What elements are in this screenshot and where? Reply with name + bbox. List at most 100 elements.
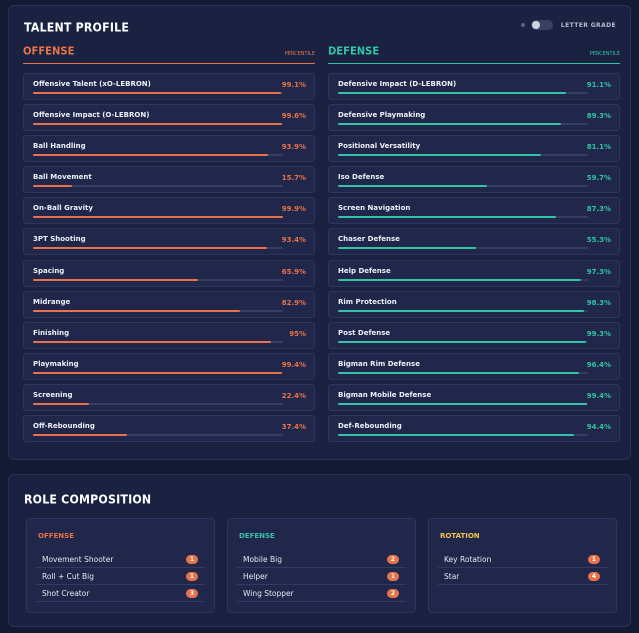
percentile-value: 87.3% [586,205,611,214]
talent-row[interactable]: Positional Versatility 81.1% [328,135,620,163]
talent-row[interactable]: Screening 22.4% [23,383,315,411]
percentile-value: 81.1% [586,143,611,152]
talent-row[interactable]: Off-Rebounding 37.4% [23,415,315,443]
percentile-value: 99.3% [586,329,611,338]
talent-label: Midrange [33,297,71,306]
talent-row[interactable]: Offensive Impact (O-LEBRON) 99.6% [23,104,315,132]
talent-row[interactable]: On-Ball Gravity 99.9% [23,197,315,225]
percentile-bar-fill [33,123,282,126]
talent-row[interactable]: Offensive Talent (xO-LEBRON) 99.1% [23,73,315,100]
percentile-value: 98.3% [586,298,611,307]
talent-row[interactable]: Rim Protection 98.3% [328,290,620,318]
talent-row[interactable]: 3PT Shooting 93.4% [23,228,315,256]
percentile-value: 95% [289,329,306,338]
role-name: Shot Creator [42,588,90,598]
talent-profile-panel: TALENT PROFILE LETTER GRADE OFFENSE PERC… [8,5,631,460]
role-item[interactable]: Key Rotation 1 [438,551,607,568]
talent-label: Offensive Talent (xO-LEBRON) [33,80,151,88]
percentile-bar-track [33,278,283,281]
talent-row[interactable]: Screen Navigation 87.3% [328,197,620,225]
percentile-value: 96.4% [586,360,611,369]
percentile-bar-fill [33,340,271,343]
role-item[interactable]: Star 4 [438,568,607,585]
role-name: Movement Shooter [42,554,114,564]
percentile-value: 94.4% [586,423,611,432]
percentile-bar-fill [33,434,127,437]
talent-row[interactable]: Defensive Playmaking 89.3% [328,104,620,132]
percentile-value: 93.9% [281,143,306,152]
letter-grade-label[interactable]: LETTER GRADE [560,21,616,29]
role-item[interactable]: Wing Stopper 2 [237,585,406,602]
percentile-bar-fill [33,92,281,94]
talent-label: Iso Defense [338,173,385,182]
talent-row[interactable]: Finishing 95% [23,321,315,349]
percentile-bar-fill [338,434,574,437]
percentile-bar-fill [338,216,557,219]
talent-row[interactable]: Iso Defense 59.7% [328,166,620,194]
toggle-knob[interactable] [531,21,540,29]
talent-row[interactable]: Defensive Impact (D-LEBRON) 91.1% [328,73,620,100]
role-count-badge: 1 [186,554,198,564]
talent-label: Bigman Rim Defense [338,359,420,368]
role-composition-title: ROLE COMPOSITION [24,492,152,507]
percentile-bar-track [338,247,588,250]
role-item[interactable]: Roll + Cut Big 1 [36,568,205,585]
talent-row[interactable]: Chaser Defense 55.3% [328,228,620,256]
percentile-value: 89.3% [586,112,611,121]
percentile-value: 65.9% [281,267,306,276]
role-item[interactable]: Shot Creator 3 [36,585,205,602]
talent-row[interactable]: Help Defense 97.3% [328,259,620,287]
percentile-value: 82.9% [281,298,306,307]
role-count-badge: 2 [387,588,399,598]
percentile-bar-track [33,371,283,374]
percentile-bar-fill [338,154,541,157]
talent-row[interactable]: Playmaking 99.4% [23,352,315,380]
percentile-bar-fill [338,123,562,126]
toggle-indicator-dot [520,23,525,27]
talent-label: On-Ball Gravity [33,204,93,213]
offense-percentile-label: PERCENTILE [284,51,315,57]
talent-row[interactable]: Def-Rebounding 94.4% [328,415,620,443]
percentile-bar-track [338,340,588,343]
percentile-bar-track [338,216,588,219]
offense-heading: OFFENSE [23,45,75,58]
percentile-bar-track [338,123,588,126]
talent-row[interactable]: Ball Handling 93.9% [23,135,315,163]
talent-label: Spacing [33,266,65,275]
role-item[interactable]: Helper 1 [237,568,406,585]
percentile-bar-track [33,309,283,312]
percentile-bar-fill [33,402,89,405]
percentile-bar-track [338,278,588,281]
role-count-badge: 1 [588,554,600,564]
percentile-bar-fill [338,92,566,94]
talent-label: Playmaking [33,359,79,368]
role-count-badge: 1 [186,571,198,581]
defense-header: DEFENSE PERCENTILE [328,45,620,64]
role-name: Mobile Big [243,554,282,564]
talent-label: Post Defense [338,328,391,337]
percentile-bar-track [33,247,283,250]
percentile-bar-fill [338,371,579,374]
talent-row[interactable]: Midrange 82.9% [23,290,315,318]
percentile-value: 22.4% [281,391,306,400]
percentile-bar-track [33,434,283,437]
percentile-bar-track [338,185,588,188]
percentile-bar-fill [338,278,582,281]
talent-row[interactable]: Bigman Mobile Defense 99.4% [328,383,620,411]
talent-row[interactable]: Spacing 65.9% [23,259,315,287]
role-group-offense: OFFENSE Movement Shooter 1 Roll + Cut Big 1 S… [26,518,215,613]
percentile-bar-fill [33,216,283,219]
talent-row[interactable]: Bigman Rim Defense 96.4% [328,352,620,380]
defense-rows: Defensive Impact (D-LEBRON) 91.1% Defensiv… [328,73,620,443]
percentile-value: 99.9% [281,205,306,214]
talent-row[interactable]: Post Defense 99.3% [328,321,620,349]
letter-grade-toggle[interactable] [530,20,553,30]
percentile-bar-track [338,402,588,405]
role-item[interactable]: Movement Shooter 1 [36,551,205,568]
percentile-value: 99.4% [586,391,611,400]
role-name: Key Rotation [444,554,492,564]
defense-heading: DEFENSE [328,45,380,58]
talent-row[interactable]: Ball Movement 15.7% [23,166,315,194]
role-item[interactable]: Mobile Big 2 [237,551,406,568]
percentile-bar-fill [338,309,584,312]
